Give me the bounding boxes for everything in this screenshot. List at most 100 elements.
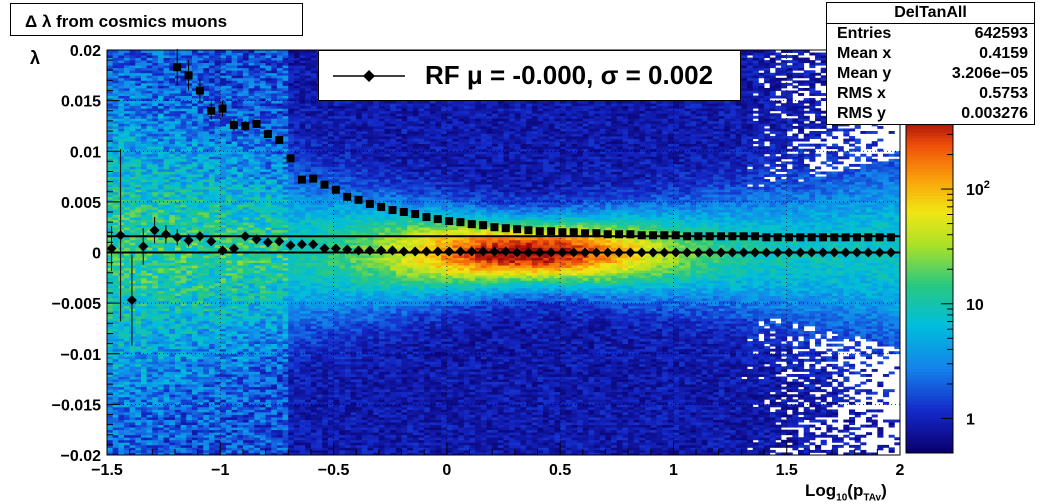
data-point [434,215,442,223]
palette-band [906,156,953,160]
palette-band [906,184,953,188]
stats-row-rms-y: RMS y 0.003276 [827,104,1034,124]
x-tick-label: 1.5 [776,462,798,479]
palette-band [906,320,953,324]
palette-band [906,423,953,427]
data-point [502,224,510,232]
palette-band [906,141,953,145]
data-point [354,196,362,204]
palette-band [906,444,953,448]
data-point [762,233,770,241]
data-point [479,221,487,229]
x-tick-label: 1 [669,462,678,479]
palette-band [906,223,953,227]
y-tick-label: −0.01 [61,347,102,364]
stats-value: 0.5753 [979,84,1028,104]
palette-band [906,150,953,154]
stats-title: DelTanAll [827,3,1034,24]
palette-band [906,411,953,415]
data-point [558,228,566,236]
palette-band [906,232,953,236]
data-point [660,231,668,239]
palette-band [906,238,953,242]
palette-band [906,293,953,297]
palette-band [906,211,953,215]
palette-band [906,441,953,445]
data-point [876,233,884,241]
palette-band [906,329,953,333]
palette-band [906,147,953,151]
palette-band [906,317,953,321]
palette-band [906,178,953,182]
palette-band [906,335,953,339]
y-tick-label: 0 [92,246,101,263]
palette-band [906,129,953,133]
x-tick-label: −1 [211,462,229,479]
palette-band [906,126,953,130]
palette-band [906,262,953,266]
stats-key: Mean x [837,44,891,64]
data-point [819,233,827,241]
palette-band [906,383,953,387]
palette-band [906,171,953,175]
data-point [309,175,317,183]
palette-band [906,265,953,269]
legend-box: RF μ = -0.000, σ = 0.002 [318,50,741,101]
data-point [490,223,498,231]
palette-band [906,280,953,284]
palette-band [906,205,953,209]
data-point [740,232,748,240]
data-point [185,71,193,79]
palette-band [906,290,953,294]
palette-band [906,353,953,357]
palette-band [906,386,953,390]
palette-band [906,365,953,369]
palette-band [906,168,953,172]
palette-band [906,153,953,157]
palette-band [906,426,953,430]
data-point [683,232,691,240]
stats-key: Mean y [837,64,891,84]
data-point [287,154,295,162]
data-point [377,203,385,211]
palette-band [906,432,953,436]
palette-band [906,420,953,424]
data-point [332,186,340,194]
x-tick-label: 0.5 [549,462,571,479]
stats-value: 0.4159 [979,44,1028,64]
palette-band [906,299,953,303]
palette-band [906,193,953,197]
data-point [615,230,623,238]
palette-band [906,162,953,166]
palette-band [906,314,953,318]
palette-band [906,311,953,315]
palette-band [906,326,953,330]
x-tick-label: 2 [896,462,905,479]
data-point [694,232,702,240]
data-point [717,232,725,240]
data-point [343,193,351,201]
palette-band [906,138,953,142]
data-point [649,231,657,239]
stats-row-entries: Entries 642593 [827,24,1034,44]
palette-band [906,350,953,354]
palette-band [906,241,953,245]
palette-band [906,308,953,312]
palette-band [906,159,953,163]
palette-band [906,235,953,239]
data-point [864,233,872,241]
palette-band [906,256,953,260]
data-point [422,213,430,221]
x-axis-label: Log10(pTAv) [805,481,887,503]
data-point [728,232,736,240]
palette-band [906,274,953,278]
palette-band [906,368,953,372]
palette-band [906,338,953,342]
palette-band [906,196,953,200]
data-point [626,230,634,238]
palette-band [906,214,953,218]
data-point [536,227,544,235]
palette-band [906,344,953,348]
data-point [830,233,838,241]
